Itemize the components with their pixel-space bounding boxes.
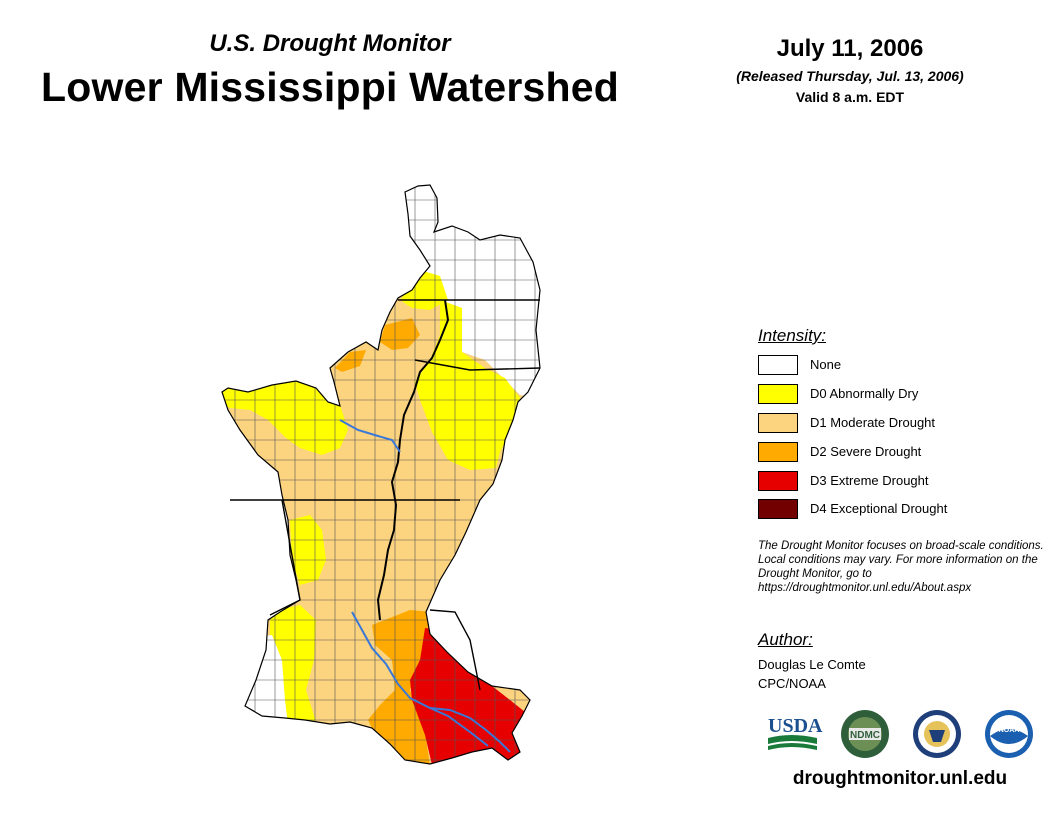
noaa-logo: NOAA xyxy=(985,710,1033,758)
state-boundaries xyxy=(230,299,541,691)
legend-swatch xyxy=(758,355,798,375)
legend-swatch xyxy=(758,384,798,404)
legend-label: D4 Exceptional Drought xyxy=(810,501,948,516)
doc-seal-logo xyxy=(913,710,961,758)
partner-logos: USDA NDMC NOAA xyxy=(768,710,1033,758)
d3-extreme-drought-area xyxy=(410,628,525,764)
d0-area-la-north xyxy=(290,515,326,585)
usda-logo-text: USDA xyxy=(768,715,823,737)
valid-time: Valid 8 a.m. EDT xyxy=(795,89,905,105)
disclaimer-text: The Drought Monitor focuses on broad-sca… xyxy=(758,540,1044,594)
legend-swatch xyxy=(758,413,798,433)
d0-area-east xyxy=(415,300,520,470)
legend-swatch xyxy=(758,442,798,462)
rivers xyxy=(339,419,511,753)
ndmc-logo-text: NDMC xyxy=(850,730,880,741)
ndmc-logo: NDMC xyxy=(841,710,889,758)
map-title: Lower Mississippi Watershed xyxy=(40,64,620,110)
d2-area-north xyxy=(380,318,420,350)
drought-map xyxy=(221,184,541,765)
legend-label: None xyxy=(810,357,842,372)
noaa-logo-text: NOAA xyxy=(999,727,1020,734)
map-subtitle: U.S. Drought Monitor xyxy=(209,30,451,57)
legend-label: D1 Moderate Drought xyxy=(810,415,936,430)
legend-label: D0 Abnormally Dry xyxy=(810,386,919,401)
legend-title: Intensity: xyxy=(758,326,827,345)
legend-label: D2 Severe Drought xyxy=(810,444,922,459)
map-date: July 11, 2006 xyxy=(776,35,924,62)
legend-swatch xyxy=(758,499,798,519)
author-name: Douglas Le Comte xyxy=(758,657,866,672)
website-link[interactable]: droughtmonitor.unl.edu xyxy=(792,768,1008,789)
legend-label: D3 Extreme Drought xyxy=(810,473,929,488)
release-date: (Released Thursday, Jul. 13, 2006) xyxy=(736,68,964,84)
usda-logo: USDA xyxy=(768,715,823,750)
d2-area-northwest xyxy=(335,350,366,372)
author-title: Author: xyxy=(758,630,813,649)
legend-swatch xyxy=(758,471,798,491)
author-org: CPC/NOAA xyxy=(758,676,826,691)
